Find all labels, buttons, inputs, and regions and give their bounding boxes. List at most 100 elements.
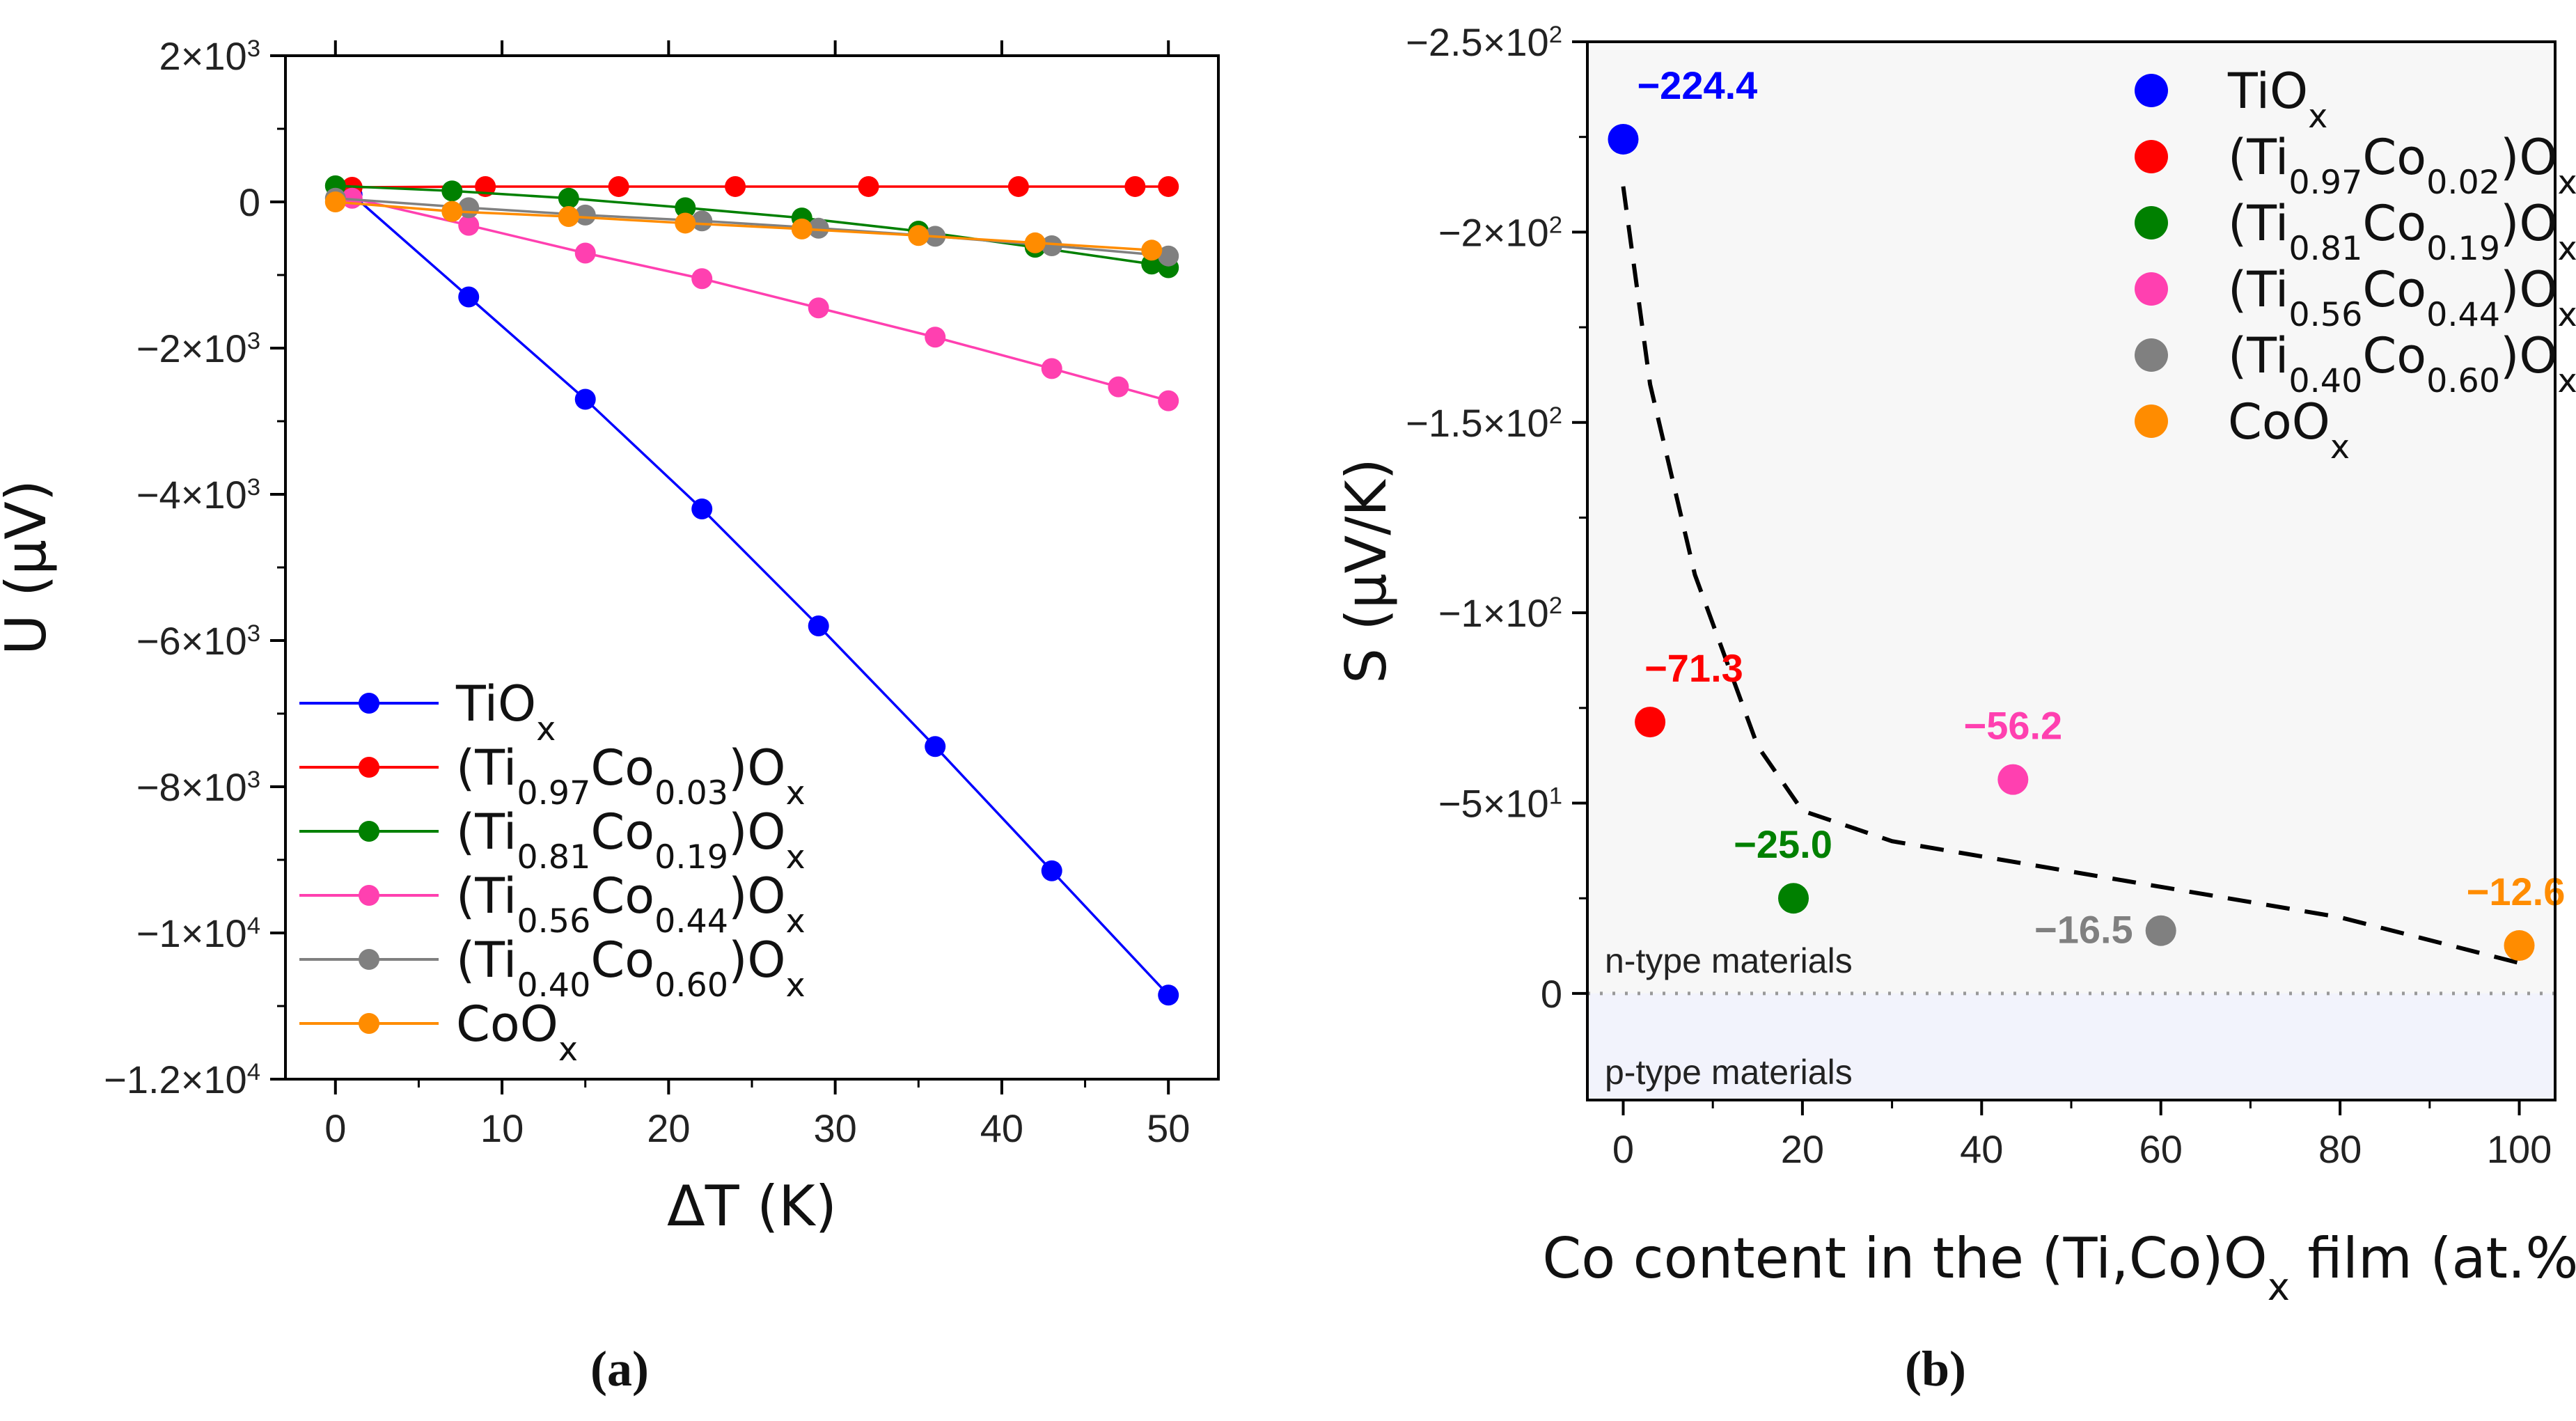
panel-a: 0 10 20 30 40 50 2×103 0 −2×103 −4×103 −6×103 −8×10… bbox=[0, 34, 1220, 1397]
legend-marker bbox=[2135, 206, 2168, 240]
data-point bbox=[1124, 175, 1146, 197]
data-point bbox=[324, 191, 346, 212]
y-tick-label: −2.5×102 bbox=[1406, 20, 1562, 64]
data-label: −12.6 bbox=[2467, 870, 2566, 913]
legend-item-3: (Ti0.56Co0.44)Ox bbox=[2135, 261, 2576, 334]
legend-item-5: CoOx bbox=[2135, 393, 2350, 466]
series-line bbox=[351, 194, 1170, 996]
data-point bbox=[1141, 240, 1163, 261]
x-tick-label: 80 bbox=[2318, 1127, 2362, 1171]
data-point bbox=[808, 297, 829, 319]
data-point bbox=[574, 204, 596, 226]
legend-label: CoOx bbox=[2228, 393, 2350, 466]
data-point bbox=[925, 736, 946, 757]
x-tick-label: 0 bbox=[324, 1106, 346, 1150]
legend-item-0: TiOx bbox=[2135, 63, 2327, 136]
data-point bbox=[691, 210, 713, 232]
caption-a: (a) bbox=[590, 1341, 649, 1397]
legend-marker bbox=[2135, 272, 2168, 306]
data-point bbox=[1041, 860, 1062, 881]
data-point bbox=[675, 197, 696, 219]
y-axis-label-a: U (μV) bbox=[0, 480, 58, 655]
x-tick-label: 0 bbox=[1612, 1127, 1634, 1171]
y-tick-label: 0 bbox=[1541, 972, 1562, 1016]
x-tick-label: 40 bbox=[980, 1106, 1023, 1150]
x-tick-label: 40 bbox=[1960, 1127, 2003, 1171]
panel-b: −224.4 −71.3 −25.0 −56.2 −16.5 −12.6 0 20 40 60 8… bbox=[1334, 20, 2576, 1397]
legend-item-5: CoOx bbox=[299, 996, 578, 1069]
legend-item-2: (Ti0.81Co0.19)Ox bbox=[2135, 195, 2576, 268]
data-point bbox=[608, 175, 629, 197]
legend-item-1: (Ti0.97Co0.02)Ox bbox=[2135, 129, 2576, 202]
data-point bbox=[558, 206, 579, 227]
x-tick-label: 50 bbox=[1147, 1106, 1190, 1150]
legend-marker bbox=[359, 949, 379, 970]
data-point bbox=[1158, 390, 1179, 411]
p-type-label: p-type materials bbox=[1605, 1053, 1853, 1092]
y-tick-label: −4×103 bbox=[136, 473, 260, 517]
data-point bbox=[458, 286, 480, 308]
data-point bbox=[1041, 358, 1062, 379]
data-point bbox=[691, 498, 713, 519]
series-1 bbox=[341, 175, 1179, 198]
data-point bbox=[1997, 764, 2029, 795]
data-point bbox=[1635, 707, 1666, 738]
legend-item-4: (Ti0.40Co0.60)Ox bbox=[2135, 327, 2576, 400]
data-label: −71.3 bbox=[1644, 646, 1743, 690]
x-axis-label-b: Co content in the (Ti,Co)Ox film (at.%) bbox=[1542, 1226, 2576, 1309]
data-point bbox=[791, 218, 812, 240]
series-5 bbox=[324, 191, 1163, 261]
data-point bbox=[574, 388, 596, 410]
series-line bbox=[335, 201, 1152, 252]
x-tick-label: 100 bbox=[2487, 1127, 2552, 1171]
legend-item-0: TiOx bbox=[299, 675, 556, 748]
legend-label: (Ti0.81Co0.19)Ox bbox=[2228, 195, 2576, 268]
data-point bbox=[1158, 175, 1179, 197]
data-point bbox=[691, 268, 713, 290]
data-point bbox=[2504, 930, 2535, 961]
y-tick-label: −8×103 bbox=[136, 765, 260, 809]
data-label: −56.2 bbox=[1963, 704, 2062, 748]
y-tick-label: −5×101 bbox=[1438, 782, 1562, 826]
legend-label: TiOx bbox=[2227, 63, 2327, 136]
x-tick-label: 30 bbox=[813, 1106, 856, 1150]
data-point bbox=[1024, 232, 1046, 253]
data-point bbox=[2145, 915, 2176, 946]
caption-b: (b) bbox=[1905, 1341, 1966, 1397]
data-point bbox=[675, 212, 696, 234]
legend-label: (Ti0.97Co0.03)Ox bbox=[456, 739, 806, 812]
y-tick-label: −1.2×104 bbox=[104, 1058, 260, 1101]
data-point bbox=[808, 217, 829, 239]
legend-label: (Ti0.56Co0.44)Ox bbox=[456, 867, 806, 941]
data-point bbox=[1158, 984, 1179, 1006]
data-point bbox=[1007, 175, 1029, 197]
legend-marker bbox=[359, 1013, 379, 1034]
x-tick-label: 20 bbox=[647, 1106, 690, 1150]
x-tick-label: 20 bbox=[1781, 1127, 1824, 1171]
data-point bbox=[458, 214, 480, 236]
legend-marker bbox=[359, 885, 379, 906]
plot-area-b bbox=[1587, 42, 2555, 1100]
y-tick-label: −1.5×102 bbox=[1406, 401, 1562, 445]
data-point bbox=[808, 615, 829, 636]
legend-marker bbox=[2135, 338, 2168, 372]
y-axis-label-b: S (μV/K) bbox=[1334, 458, 1399, 684]
legend-label: (Ti0.97Co0.02)Ox bbox=[2228, 129, 2576, 202]
x-tick-label: 60 bbox=[2139, 1127, 2183, 1171]
legend-marker bbox=[359, 693, 379, 714]
data-label: −25.0 bbox=[1734, 822, 1832, 866]
y-tick-label: −6×103 bbox=[136, 619, 260, 663]
y-tick-label: 2×103 bbox=[159, 34, 260, 78]
legend-label: (Ti0.81Co0.19)Ox bbox=[456, 803, 806, 877]
data-point bbox=[908, 225, 929, 246]
y-tick-label: −1×104 bbox=[136, 911, 260, 955]
data-point bbox=[441, 201, 463, 222]
y-tick-label: −1×102 bbox=[1438, 591, 1562, 635]
data-point bbox=[858, 175, 879, 197]
x-axis-label-a: ΔT (K) bbox=[667, 1174, 837, 1239]
y-tick-label: −2×103 bbox=[136, 327, 260, 370]
y-tick-label: 0 bbox=[239, 180, 260, 224]
legend-item-1: (Ti0.97Co0.03)Ox bbox=[299, 739, 806, 812]
data-point bbox=[1608, 123, 1639, 155]
